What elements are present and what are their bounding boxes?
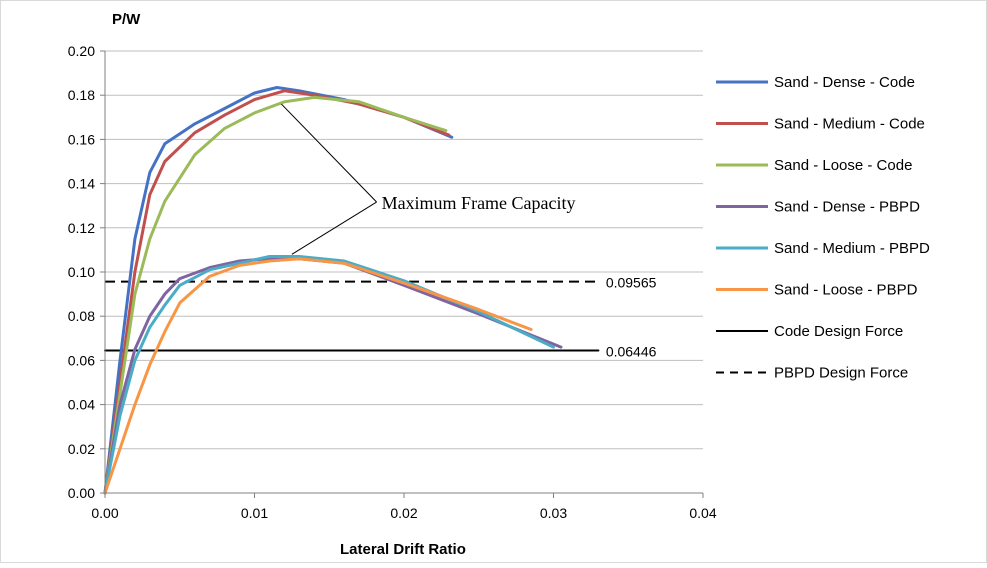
y-tick-label: 0.02: [68, 441, 95, 457]
y-tick-label: 0.16: [68, 131, 95, 147]
series-line-sand-dense-pbpd: [103, 257, 563, 495]
y-tick-label: 0.14: [68, 176, 95, 192]
design-force-value-label: 0.09565: [606, 275, 657, 291]
annotation-maximum-frame-capacity: Maximum Frame Capacity: [382, 193, 576, 213]
y-tick-label: 0.10: [68, 264, 95, 280]
grid-lines: [105, 50, 703, 450]
legend-label-sand-loose-code: Sand - Loose - Code: [774, 157, 912, 174]
series-line-sand-medium-code: [103, 89, 451, 495]
legend-label-sand-medium-pbpd: Sand - Medium - PBPD: [774, 240, 930, 257]
x-tick-label: 0.00: [91, 505, 118, 521]
annotation-leader-line-1: [281, 103, 377, 203]
y-axis-title: P/W: [112, 11, 141, 28]
annotations: Maximum Frame Capacity 0.09565 0.06446: [281, 103, 657, 359]
legend-label-code-design-force: Code Design Force: [774, 323, 903, 340]
x-tick-label: 0.01: [241, 505, 268, 521]
y-tick-label: 0.12: [68, 220, 95, 236]
x-tick-label: 0.03: [540, 505, 567, 521]
y-tick-label: 0.18: [68, 87, 95, 103]
legend-label-pbpd-design-force: PBPD Design Force: [774, 365, 908, 382]
series-lines: [103, 86, 600, 495]
series-line-sand-medium-pbpd: [103, 255, 555, 495]
x-tick-label: 0.04: [689, 505, 716, 521]
annotation-leader-line-2: [291, 201, 377, 255]
legend-label-sand-loose-pbpd: Sand - Loose - PBPD: [774, 282, 918, 299]
legend-label-sand-medium-code: Sand - Medium - Code: [774, 116, 925, 133]
x-tick-label: 0.02: [390, 505, 417, 521]
design-force-value-label: 0.06446: [606, 343, 657, 359]
legend: Sand - Dense - Code Sand - Medium - Code S…: [716, 74, 930, 382]
legend-label-sand-dense-code: Sand - Dense - Code: [774, 74, 915, 91]
y-tick-label: 0.06: [68, 352, 95, 368]
axes: 0.00 0.02 0.04 0.06 0.08 0.10 0.12 0.14 0.16 0.18…: [68, 43, 717, 521]
x-axis-title: Lateral Drift Ratio: [340, 541, 466, 558]
y-tick-label: 0.04: [68, 397, 95, 413]
series-line-sand-loose-code: [103, 95, 448, 495]
legend-label-sand-dense-pbpd: Sand - Dense - PBPD: [774, 199, 920, 216]
series-line-sand-loose-pbpd: [103, 257, 533, 495]
y-tick-label: 0.20: [68, 43, 95, 59]
y-tick-label: 0.08: [68, 308, 95, 324]
y-tick-label: 0.00: [68, 485, 95, 501]
